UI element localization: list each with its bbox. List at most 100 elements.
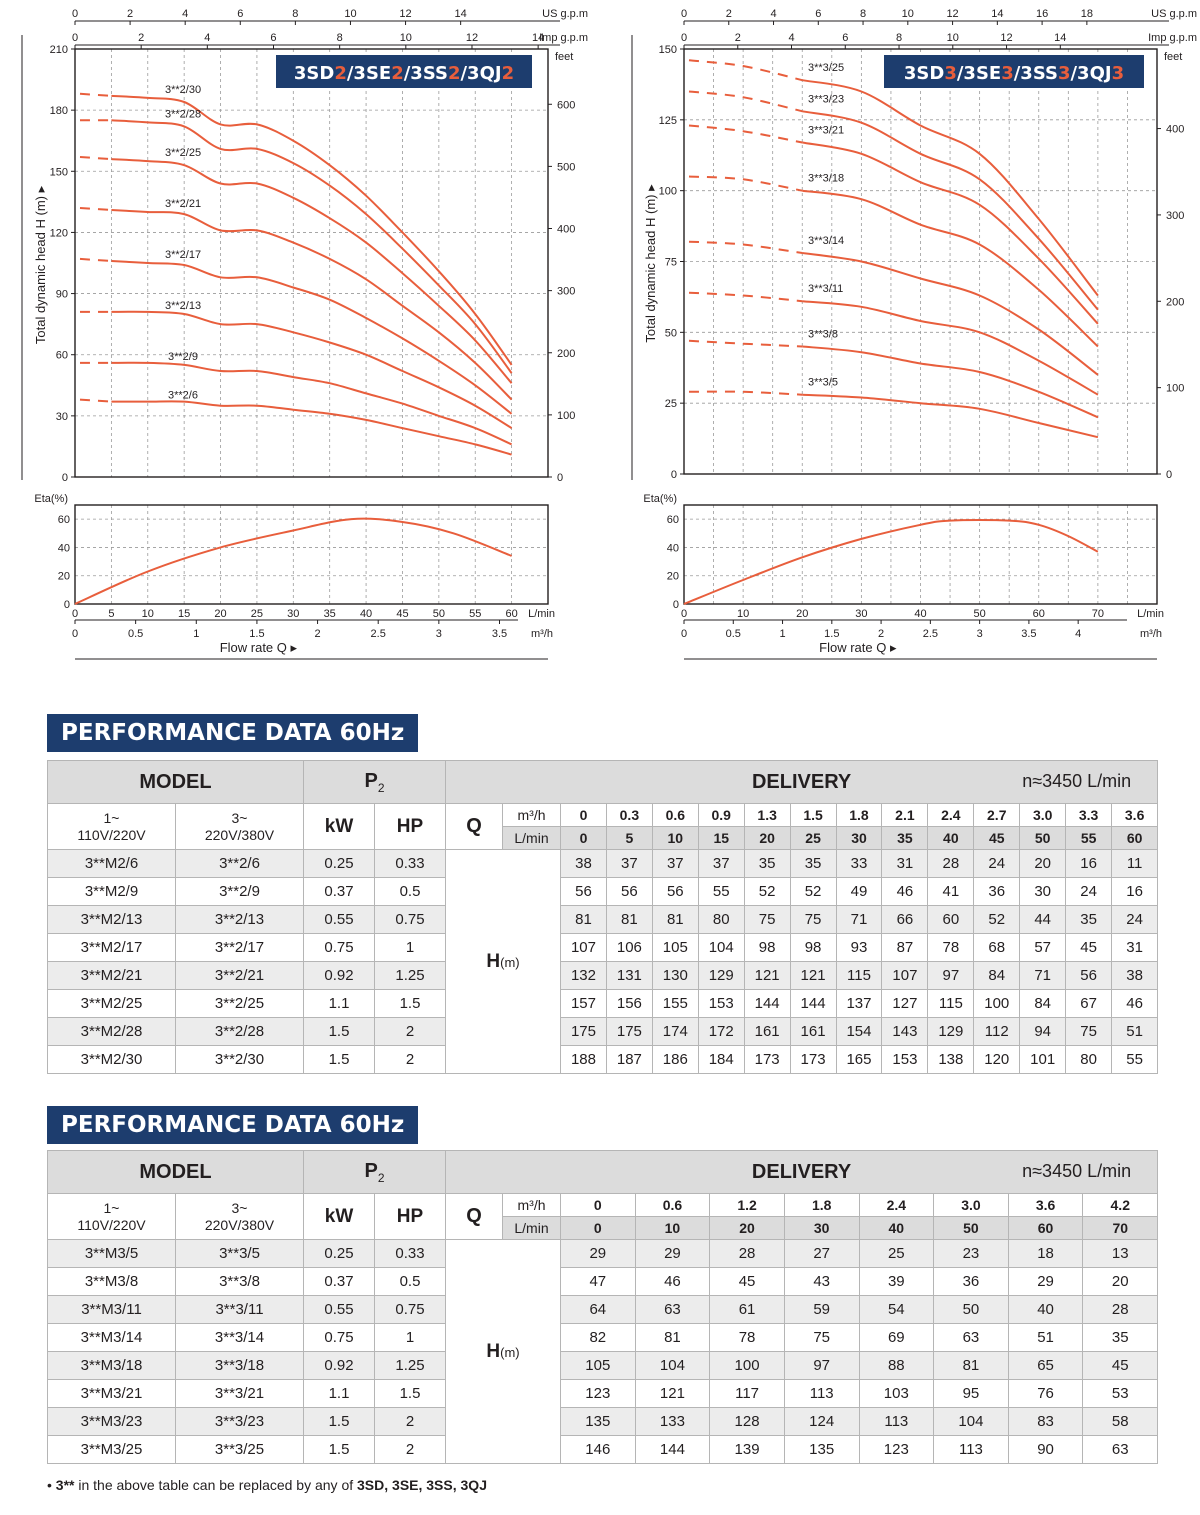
head-value: 95 xyxy=(933,1379,1009,1408)
p2-header: P2 xyxy=(303,1150,446,1194)
footnote-bullet: • xyxy=(47,1477,52,1493)
q-m3h-value: 2.1 xyxy=(881,803,929,827)
top-axis-tick-label: 4 xyxy=(204,32,210,44)
power-hp: 0.5 xyxy=(374,1267,446,1296)
table-row: 3**M2/28 3**2/28 1.5 2 175 175 174 172 161 161 154… xyxy=(47,1017,1159,1046)
power-kw: 0.92 xyxy=(303,1351,375,1380)
footnote: • 3** in the above table can be replaced… xyxy=(47,1477,487,1493)
m3h-tick-label: 1.5 xyxy=(249,628,264,640)
power-kw: 1.1 xyxy=(303,1379,375,1408)
head-value: 80 xyxy=(697,905,745,934)
performance-table-1: MODEL P2 DELIVERY n≈3450 L/min 1~ 110V/220V 3~… xyxy=(47,760,1159,1074)
head-value: 135 xyxy=(783,1435,860,1464)
top-axis-tick-label: 2 xyxy=(127,8,133,20)
top-axis-tick-label: 12 xyxy=(399,8,411,20)
model-1ph: 3**M3/18 xyxy=(47,1351,176,1380)
q-lmin-value: 20 xyxy=(709,1216,785,1240)
model-1ph: 3**M2/28 xyxy=(47,1017,176,1046)
eta-tick-label: 0 xyxy=(673,599,679,611)
footnote-text: in the above table can be replaced by an… xyxy=(74,1477,358,1493)
model-1ph: 3**M2/17 xyxy=(47,933,176,962)
head-value: 123 xyxy=(858,1435,935,1464)
y-tick-label: 0 xyxy=(62,472,68,484)
title-part: /3SE xyxy=(347,63,391,84)
y-tick-label: 30 xyxy=(56,411,68,423)
table-row: 3**M2/17 3**2/17 0.75 1 107 106 105 104 98 98 93 87… xyxy=(47,933,1159,962)
y2-tick-label: 100 xyxy=(1166,383,1184,395)
head-value: 75 xyxy=(783,1323,860,1352)
model-header: MODEL xyxy=(47,1150,304,1194)
power-hp: 0.75 xyxy=(374,905,446,934)
eta-curve xyxy=(74,517,512,605)
power-hp: 1.25 xyxy=(374,961,446,990)
head-value: 101 xyxy=(1019,1045,1067,1074)
table-row: 3**M3/18 3**3/18 0.92 1.25 105 104 100 97 88 81 65… xyxy=(47,1351,1159,1380)
q-m3h-value: 1.8 xyxy=(783,1193,860,1217)
head-value: 24 xyxy=(973,849,1021,878)
q-m3h-value: 0.9 xyxy=(697,803,745,827)
head-value: 82 xyxy=(560,1323,636,1352)
eta-tick-label: 20 xyxy=(667,571,679,583)
y-tick-label: 60 xyxy=(56,350,68,362)
title-part-accent: 3 xyxy=(1112,63,1125,84)
unit-m3h: m³/h xyxy=(502,1193,561,1217)
flow-rate-label: Flow rate Q ▸ xyxy=(819,640,897,655)
top-axis-label: Imp g.p.m xyxy=(539,32,588,44)
y-tick-label: 50 xyxy=(665,327,677,339)
x-lmin-tick-label: 30 xyxy=(287,608,299,620)
x-lmin-tick-label: 60 xyxy=(505,608,517,620)
head-value: 105 xyxy=(560,1351,636,1380)
head-label: H(m) xyxy=(445,849,561,1074)
title-part-accent: 2 xyxy=(334,63,347,84)
head-value: 56 xyxy=(1065,961,1113,990)
m3h-label: m³/h xyxy=(531,628,553,640)
head-value: 155 xyxy=(651,989,699,1018)
q-lmin-value: 60 xyxy=(1111,826,1159,850)
head-value: 173 xyxy=(743,1045,791,1074)
head-value: 113 xyxy=(933,1435,1009,1464)
head-value: 154 xyxy=(835,1017,883,1046)
model-1ph: 3**M2/6 xyxy=(47,849,176,878)
y2-tick-label: 400 xyxy=(1166,124,1184,136)
top-axis-tick-label: 6 xyxy=(815,8,821,20)
head-value: 104 xyxy=(933,1407,1009,1436)
q-lmin-value: 45 xyxy=(973,826,1021,850)
eta-tick-label: 20 xyxy=(58,571,70,583)
table-row: 3**M3/14 3**3/14 0.75 1 82 81 78 75 69 63 51 35 xyxy=(47,1323,1159,1352)
head-value: 46 xyxy=(881,877,929,906)
model-header: MODEL xyxy=(47,760,304,804)
model-1ph: 3**M2/21 xyxy=(47,961,176,990)
plot-frame xyxy=(74,48,549,478)
power-kw: 0.25 xyxy=(303,849,375,878)
curve-dashed-3**3/23 xyxy=(688,90,803,113)
head-value: 103 xyxy=(858,1379,935,1408)
curve-label: 3**2/28 xyxy=(165,108,201,120)
head-value: 175 xyxy=(560,1017,607,1046)
head-value: 46 xyxy=(634,1267,711,1296)
top-axis-tick-label: 12 xyxy=(946,8,958,20)
curve-label: 3**2/9 xyxy=(168,351,198,363)
head-value: 54 xyxy=(858,1295,935,1324)
p2-letter: P xyxy=(364,769,378,792)
model-3ph: 3**2/21 xyxy=(175,961,304,990)
y2-tick-label: 400 xyxy=(557,224,575,236)
head-value: 173 xyxy=(789,1045,837,1074)
m3h-tick-label: 1 xyxy=(779,628,785,640)
model-3ph: 3**3/5 xyxy=(175,1239,304,1268)
curve-3**2/30 xyxy=(111,94,513,366)
model-3ph: 3**2/30 xyxy=(175,1045,304,1074)
head-value: 81 xyxy=(605,905,653,934)
x-lmin-tick-label: 45 xyxy=(396,608,408,620)
curve-dashed-3**3/18 xyxy=(688,175,803,192)
y-tick-label: 125 xyxy=(659,115,677,127)
curve-label: 3**2/17 xyxy=(165,249,201,261)
top-axis-tick-label: 8 xyxy=(860,8,866,20)
table-row: 3**M3/25 3**3/25 1.5 2 146 144 139 135 123 113 90 6… xyxy=(47,1435,1159,1464)
q-m3h-value: 1.3 xyxy=(743,803,791,827)
head-value: 78 xyxy=(927,933,975,962)
power-kw: 0.55 xyxy=(303,905,375,934)
y-axis-label: Total dynamic head H (m) ▸ xyxy=(33,185,48,344)
